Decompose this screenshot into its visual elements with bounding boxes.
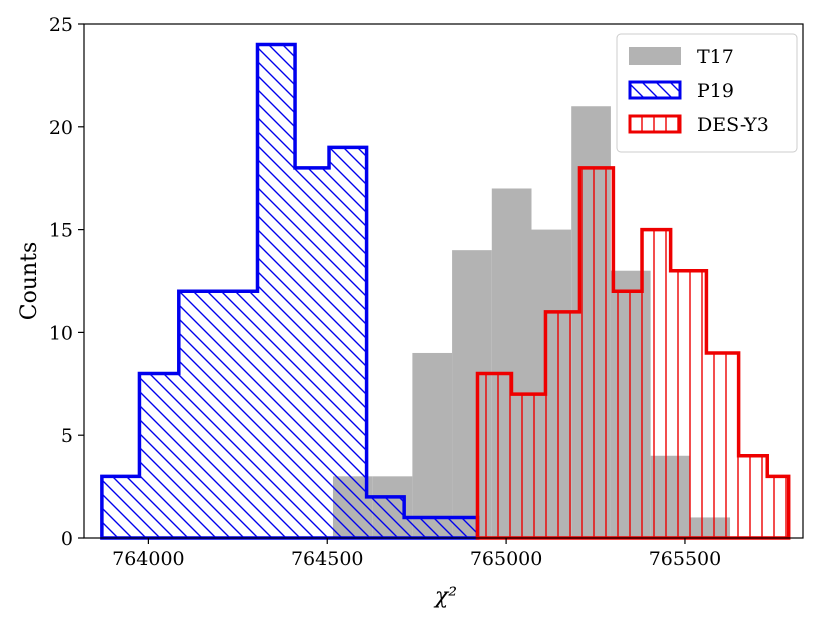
y-tick-label-1: 5: [61, 425, 73, 447]
legend: T17 P19 DES-Y3: [616, 33, 798, 153]
hist-outline-p19: [100, 42, 480, 540]
legend-swatch-des-y3: [628, 114, 682, 134]
x-tick-label-1: 764500: [291, 548, 364, 570]
y-tick-label-2: 10: [49, 322, 73, 344]
y-tick-label-5: 25: [49, 14, 73, 36]
x-tick-label-3: 765500: [649, 548, 722, 570]
y-tick-label-0: 0: [61, 528, 73, 550]
x-axis-label: χ²: [433, 584, 457, 609]
series-p19: [100, 42, 480, 540]
hist-fill-des-y3: [477, 167, 789, 539]
legend-swatch-p19: [628, 80, 682, 100]
y-tick-label-3: 15: [49, 220, 73, 242]
plot-frame: [83, 23, 804, 539]
legend-swatch-t17: [629, 47, 681, 65]
hist-outline-des-y3: [475, 166, 791, 540]
y-axis-label: Counts: [17, 242, 42, 321]
legend-label-t17: T17: [697, 46, 734, 68]
legend-label-des-y3: DES-Y3: [697, 114, 769, 136]
series-des-y3: [475, 166, 791, 540]
legend-label-p19: P19: [697, 80, 734, 102]
x-tick-label-0: 764000: [112, 548, 185, 570]
x-tick-label-2: 765000: [470, 548, 543, 570]
hist-fill-p19: [101, 44, 478, 539]
y-tick-label-4: 20: [49, 117, 73, 139]
bar-t17-2: [412, 352, 453, 538]
